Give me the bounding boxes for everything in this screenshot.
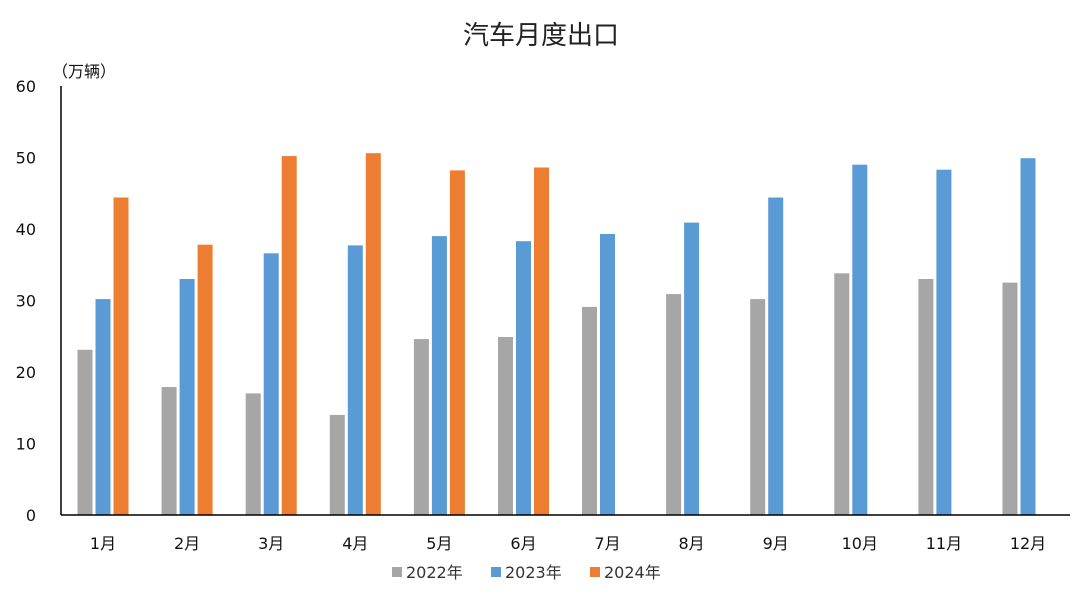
bar-2022年-3月 (245, 393, 261, 515)
x-tick-label: 10月 (842, 534, 878, 553)
legend-swatch-2022年 (392, 567, 402, 577)
bar-2024年-3月 (281, 156, 297, 515)
axes (60, 86, 1070, 516)
chart-title: 汽车月度出口 (463, 21, 619, 51)
legend-label: 2023年 (505, 563, 562, 582)
bar-2022年-5月 (413, 339, 429, 515)
bar-2024年-6月 (534, 167, 549, 515)
bars (77, 153, 1036, 516)
bar-2023年-8月 (684, 222, 700, 515)
x-tick-label: 1月 (90, 534, 116, 553)
bar-2022年-1月 (77, 349, 93, 515)
x-tick-label: 11月 (926, 534, 962, 553)
x-tick-label: 7月 (594, 534, 620, 553)
bar-2022年-4月 (329, 414, 345, 515)
bar-2023年-1月 (95, 299, 111, 515)
y-tick-label: 50 (16, 149, 36, 168)
legend-swatch-2023年 (491, 567, 501, 577)
bar-2023年-2月 (179, 279, 195, 515)
bar-2024年-1月 (113, 197, 129, 515)
legend-swatch-2024年 (590, 567, 600, 577)
bar-2022年-6月 (498, 337, 513, 515)
y-tick-label: 10 (16, 435, 36, 454)
bar-2022年-10月 (834, 273, 850, 515)
bar-2022年-11月 (918, 279, 934, 515)
bar-2023年-10月 (852, 164, 868, 515)
bar-2022年-12月 (1002, 282, 1018, 515)
legend-label: 2022年 (406, 563, 463, 582)
x-axis-ticks: 1月 2月 3月 4月 5月 6月 7月 8月 9月 10月 11月 12月 (90, 534, 1046, 553)
x-tick-label: 5月 (426, 534, 452, 553)
bar-2023年-4月 (347, 245, 363, 515)
bar-2023年-9月 (768, 197, 784, 515)
bar-2023年-7月 (600, 234, 615, 515)
y-axis-ticks: 0 10 20 30 40 50 60 (16, 77, 36, 525)
bar-2023年-11月 (936, 169, 952, 515)
y-tick-label: 60 (16, 77, 36, 96)
y-tick-label: 40 (16, 220, 36, 239)
bar-2022年-9月 (750, 299, 766, 515)
bar-2022年-7月 (582, 306, 597, 515)
y-unit-label: （万辆） (52, 62, 116, 81)
y-tick-label: 0 (26, 506, 36, 525)
bar-2023年-3月 (263, 253, 279, 516)
y-tick-label: 30 (16, 292, 36, 311)
bar-2024年-2月 (197, 244, 213, 515)
x-tick-label: 2月 (174, 534, 200, 553)
bar-2022年-8月 (666, 294, 682, 515)
bar-2023年-12月 (1020, 158, 1036, 515)
x-tick-label: 12月 (1010, 534, 1046, 553)
x-tick-label: 8月 (679, 534, 705, 553)
x-tick-label: 4月 (342, 534, 368, 553)
x-tick-label: 9月 (763, 534, 789, 553)
legend: 2022年 2023年 2024年 (392, 563, 661, 582)
legend-label: 2024年 (604, 563, 661, 582)
bar-2022年-2月 (161, 387, 177, 515)
bar-2023年-5月 (431, 236, 447, 515)
y-tick-label: 20 (16, 363, 36, 382)
bar-2024年-5月 (449, 170, 465, 515)
x-tick-label: 3月 (258, 534, 284, 553)
bar-2024年-4月 (365, 153, 381, 515)
bar-2023年-6月 (516, 241, 531, 515)
x-tick-label: 6月 (510, 534, 536, 553)
